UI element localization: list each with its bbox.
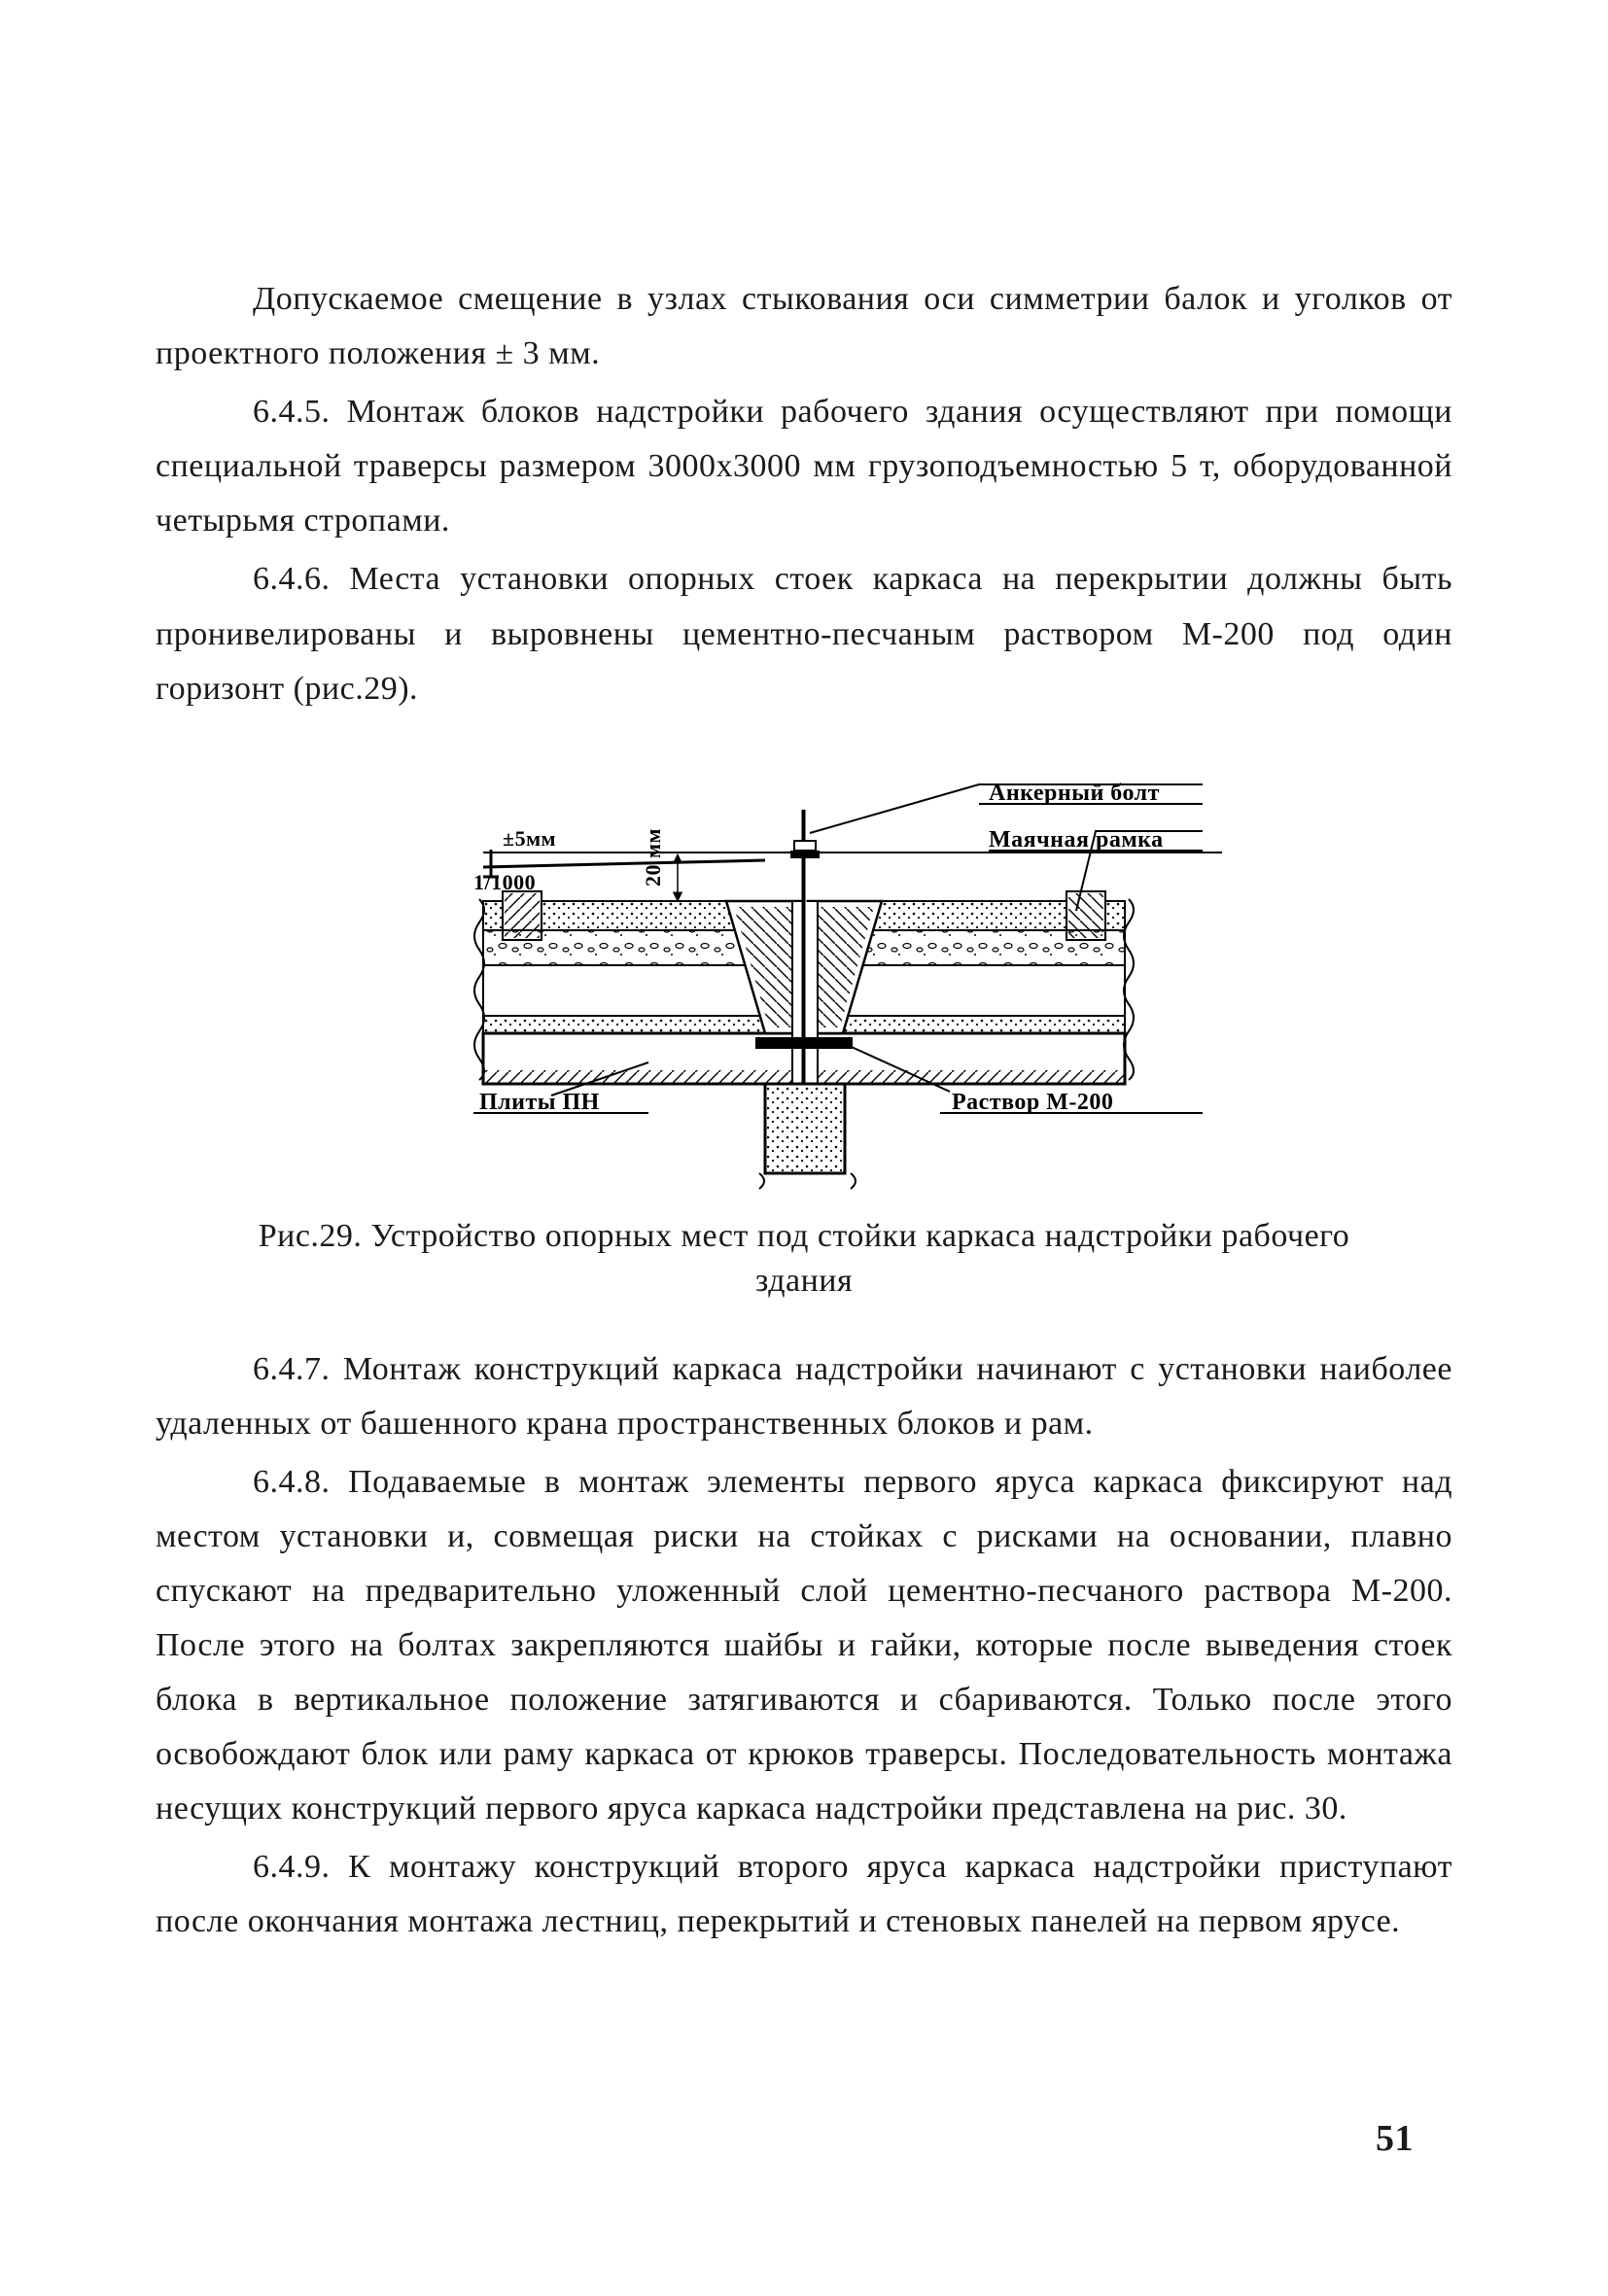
svg-text:Раствор М-200: Раствор М-200 bbox=[952, 1090, 1113, 1115]
svg-text:20 мм: 20 мм bbox=[641, 828, 665, 887]
slope-dimension: ±5мм 1/1000 bbox=[473, 826, 765, 894]
page-number: 51 bbox=[1376, 2108, 1414, 2170]
paragraph: 6.4.6. Места установки опорных стоек кар… bbox=[156, 552, 1452, 715]
svg-text:Анкерный болт: Анкерный болт bbox=[989, 781, 1160, 806]
height-dimension: 20 мм bbox=[641, 828, 678, 901]
paragraph: Допускаемое смещение в узлах стыкования … bbox=[156, 272, 1452, 381]
label-anchor-bolt: Анкерный болт bbox=[810, 781, 1203, 833]
paragraph: 6.4.9. К монтажу конструкций второго яру… bbox=[156, 1840, 1452, 1949]
paragraph: 6.4.7. Монтаж конструкций каркаса надстр… bbox=[156, 1342, 1452, 1451]
page: Допускаемое смещение в узлах стыкования … bbox=[0, 0, 1608, 2296]
paragraph: 6.4.8. Подаваемые в монтаж элементы перв… bbox=[156, 1455, 1452, 1837]
svg-text:Маячная рамка: Маячная рамка bbox=[989, 827, 1164, 852]
figure-svg: ±5мм 1/1000 20 мм bbox=[357, 746, 1251, 1193]
figure-caption: Рис.29. Устройство опорных мест под стой… bbox=[233, 1214, 1375, 1304]
tolerance-label: ±5мм bbox=[503, 826, 556, 851]
svg-text:Плиты ПН: Плиты ПН bbox=[479, 1090, 600, 1115]
paragraph: 6.4.5. Монтаж блоков надстройки рабочего… bbox=[156, 385, 1452, 548]
figure-29: ±5мм 1/1000 20 мм bbox=[156, 746, 1452, 1193]
